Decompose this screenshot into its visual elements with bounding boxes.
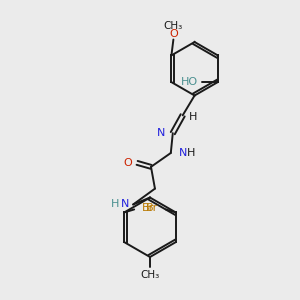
Text: CH₃: CH₃: [140, 270, 160, 280]
Text: N: N: [121, 200, 129, 209]
Text: O: O: [169, 28, 178, 39]
Text: H: H: [188, 112, 197, 122]
Text: O: O: [123, 158, 132, 168]
Text: N: N: [157, 128, 165, 138]
Text: N: N: [179, 148, 187, 158]
Text: Br: Br: [142, 203, 154, 214]
Text: HO: HO: [181, 77, 198, 87]
Text: H: H: [187, 148, 195, 158]
Text: H: H: [111, 200, 119, 209]
Text: Br: Br: [146, 203, 158, 214]
Text: CH₃: CH₃: [164, 21, 183, 31]
